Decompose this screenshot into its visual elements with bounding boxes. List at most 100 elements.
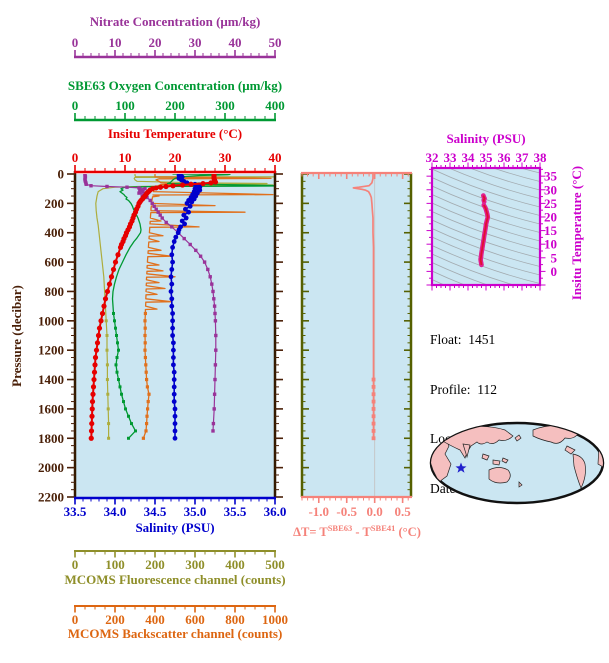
svg-text:33.5: 33.5 — [64, 504, 87, 519]
svg-text:0: 0 — [72, 35, 79, 50]
nitrate-axis: 0 10 20 30 40 50 — [72, 35, 282, 59]
svg-text:32: 32 — [426, 150, 439, 165]
svg-text:600: 600 — [45, 255, 65, 270]
series-salinity — [168, 174, 203, 441]
svg-text:0: 0 — [72, 150, 79, 165]
svg-text:1400: 1400 — [38, 372, 64, 387]
dt-axis: -1.0 -0.5 0.0 0.5 — [301, 171, 412, 519]
pressure-axis-title: Pressure (decibar) — [9, 285, 24, 387]
svg-text:36.0: 36.0 — [264, 504, 287, 519]
svg-text:200: 200 — [165, 98, 185, 113]
temperature-axis: 0 10 20 30 40 — [72, 150, 282, 174]
float-location-star-icon — [455, 462, 467, 473]
svg-text:50: 50 — [269, 35, 282, 50]
svg-text:100: 100 — [115, 98, 135, 113]
series-ts_curve — [478, 202, 491, 268]
svg-text:200: 200 — [105, 612, 125, 627]
ts-temperature-axis-title: Insitu Temperature (°C) — [569, 165, 584, 301]
svg-text:1000: 1000 — [38, 313, 64, 328]
pressure-axis: 0 200 400 600 800 1000 1200 1400 1600 1800 2000 220… — [38, 167, 283, 505]
svg-text:34.0: 34.0 — [104, 504, 127, 519]
fluorescence-axis-title: MCOMS Fluorescence channel (counts) — [64, 572, 286, 587]
float-info-line: Float: 1451 — [430, 332, 496, 347]
float-info-line: Profile: 112 — [430, 381, 497, 397]
svg-text:800: 800 — [225, 612, 245, 627]
series-delta-t — [352, 174, 376, 441]
svg-text:40: 40 — [229, 35, 242, 50]
svg-text:10: 10 — [544, 237, 557, 252]
svg-text:20: 20 — [169, 150, 182, 165]
world-map — [429, 421, 605, 505]
delta-t-axis-title: ΔT= TSBE63 - TSBE41 (°C) — [293, 523, 421, 540]
svg-text:35: 35 — [544, 169, 558, 184]
svg-text:40: 40 — [269, 150, 282, 165]
svg-text:0: 0 — [72, 557, 79, 572]
svg-text:100: 100 — [105, 557, 125, 572]
svg-text:30: 30 — [219, 150, 232, 165]
svg-text:800: 800 — [45, 284, 65, 299]
svg-text:1200: 1200 — [38, 343, 64, 358]
svg-text:25: 25 — [544, 196, 558, 211]
backscatter-axis: 0 200 400 600 800 1000 — [72, 605, 288, 627]
oxygen-axis-title: SBE63 Oxygen Concentration (μm/kg) — [67, 78, 283, 93]
svg-text:0: 0 — [72, 612, 79, 627]
svg-text:10: 10 — [119, 150, 132, 165]
svg-text:15: 15 — [544, 223, 558, 238]
svg-text:35.5: 35.5 — [224, 504, 247, 519]
svg-text:400: 400 — [265, 98, 285, 113]
svg-text:36: 36 — [498, 150, 512, 165]
series-backscatter — [141, 174, 274, 440]
temperature-axis-title: Insitu Temperature (°C) — [107, 126, 243, 141]
series-ts_blob — [481, 193, 487, 204]
series-oxygen — [111, 174, 275, 440]
svg-text:37: 37 — [516, 150, 530, 165]
backscatter-axis-title: MCOMS Backscatter channel (counts) — [67, 626, 283, 641]
svg-text:5: 5 — [551, 250, 558, 265]
dt-plot-area — [302, 173, 411, 497]
svg-text:38: 38 — [534, 150, 548, 165]
svg-text:0: 0 — [72, 98, 79, 113]
svg-text:600: 600 — [185, 612, 205, 627]
svg-text:0: 0 — [58, 167, 65, 182]
svg-text:1800: 1800 — [38, 431, 64, 446]
svg-text:0: 0 — [551, 264, 558, 279]
svg-text:35: 35 — [480, 150, 494, 165]
svg-text:10: 10 — [109, 35, 122, 50]
svg-text:0.5: 0.5 — [394, 504, 411, 519]
svg-text:34: 34 — [462, 150, 476, 165]
svg-text:30: 30 — [189, 35, 202, 50]
svg-text:300: 300 — [185, 557, 205, 572]
svg-text:200: 200 — [45, 196, 65, 211]
svg-text:-1.0: -1.0 — [308, 504, 329, 519]
svg-text:-0.5: -0.5 — [336, 504, 357, 519]
fluorescence-axis: 0 100 200 300 400 500 — [72, 550, 285, 572]
svg-text:2200: 2200 — [38, 490, 64, 505]
svg-text:400: 400 — [45, 225, 65, 240]
svg-text:500: 500 — [265, 557, 285, 572]
svg-text:34.5: 34.5 — [144, 504, 167, 519]
svg-text:33: 33 — [444, 150, 458, 165]
svg-text:35.0: 35.0 — [184, 504, 207, 519]
ts-density-contours — [432, 168, 540, 285]
series-fluorescence — [95, 174, 275, 440]
ts-salinity-axis-title: Salinity (PSU) — [446, 131, 526, 146]
oxygen-axis: 0 100 200 300 400 — [72, 98, 285, 122]
svg-text:300: 300 — [215, 98, 235, 113]
svg-text:20: 20 — [544, 209, 557, 224]
svg-text:30: 30 — [544, 182, 557, 197]
svg-text:400: 400 — [145, 612, 165, 627]
svg-text:0.0: 0.0 — [367, 504, 383, 519]
svg-text:400: 400 — [225, 557, 245, 572]
salinity-axis: 33.5 34.0 34.5 35.0 35.5 36.0 — [64, 496, 287, 519]
svg-text:200: 200 — [145, 557, 165, 572]
series-nitrate — [83, 174, 218, 433]
series-temperature — [88, 174, 219, 441]
svg-text:1600: 1600 — [38, 401, 64, 416]
nitrate-axis-title: Nitrate Concentration (μm/kg) — [89, 14, 261, 29]
svg-text:2000: 2000 — [38, 460, 64, 475]
svg-text:1000: 1000 — [262, 612, 288, 627]
svg-text:20: 20 — [149, 35, 162, 50]
